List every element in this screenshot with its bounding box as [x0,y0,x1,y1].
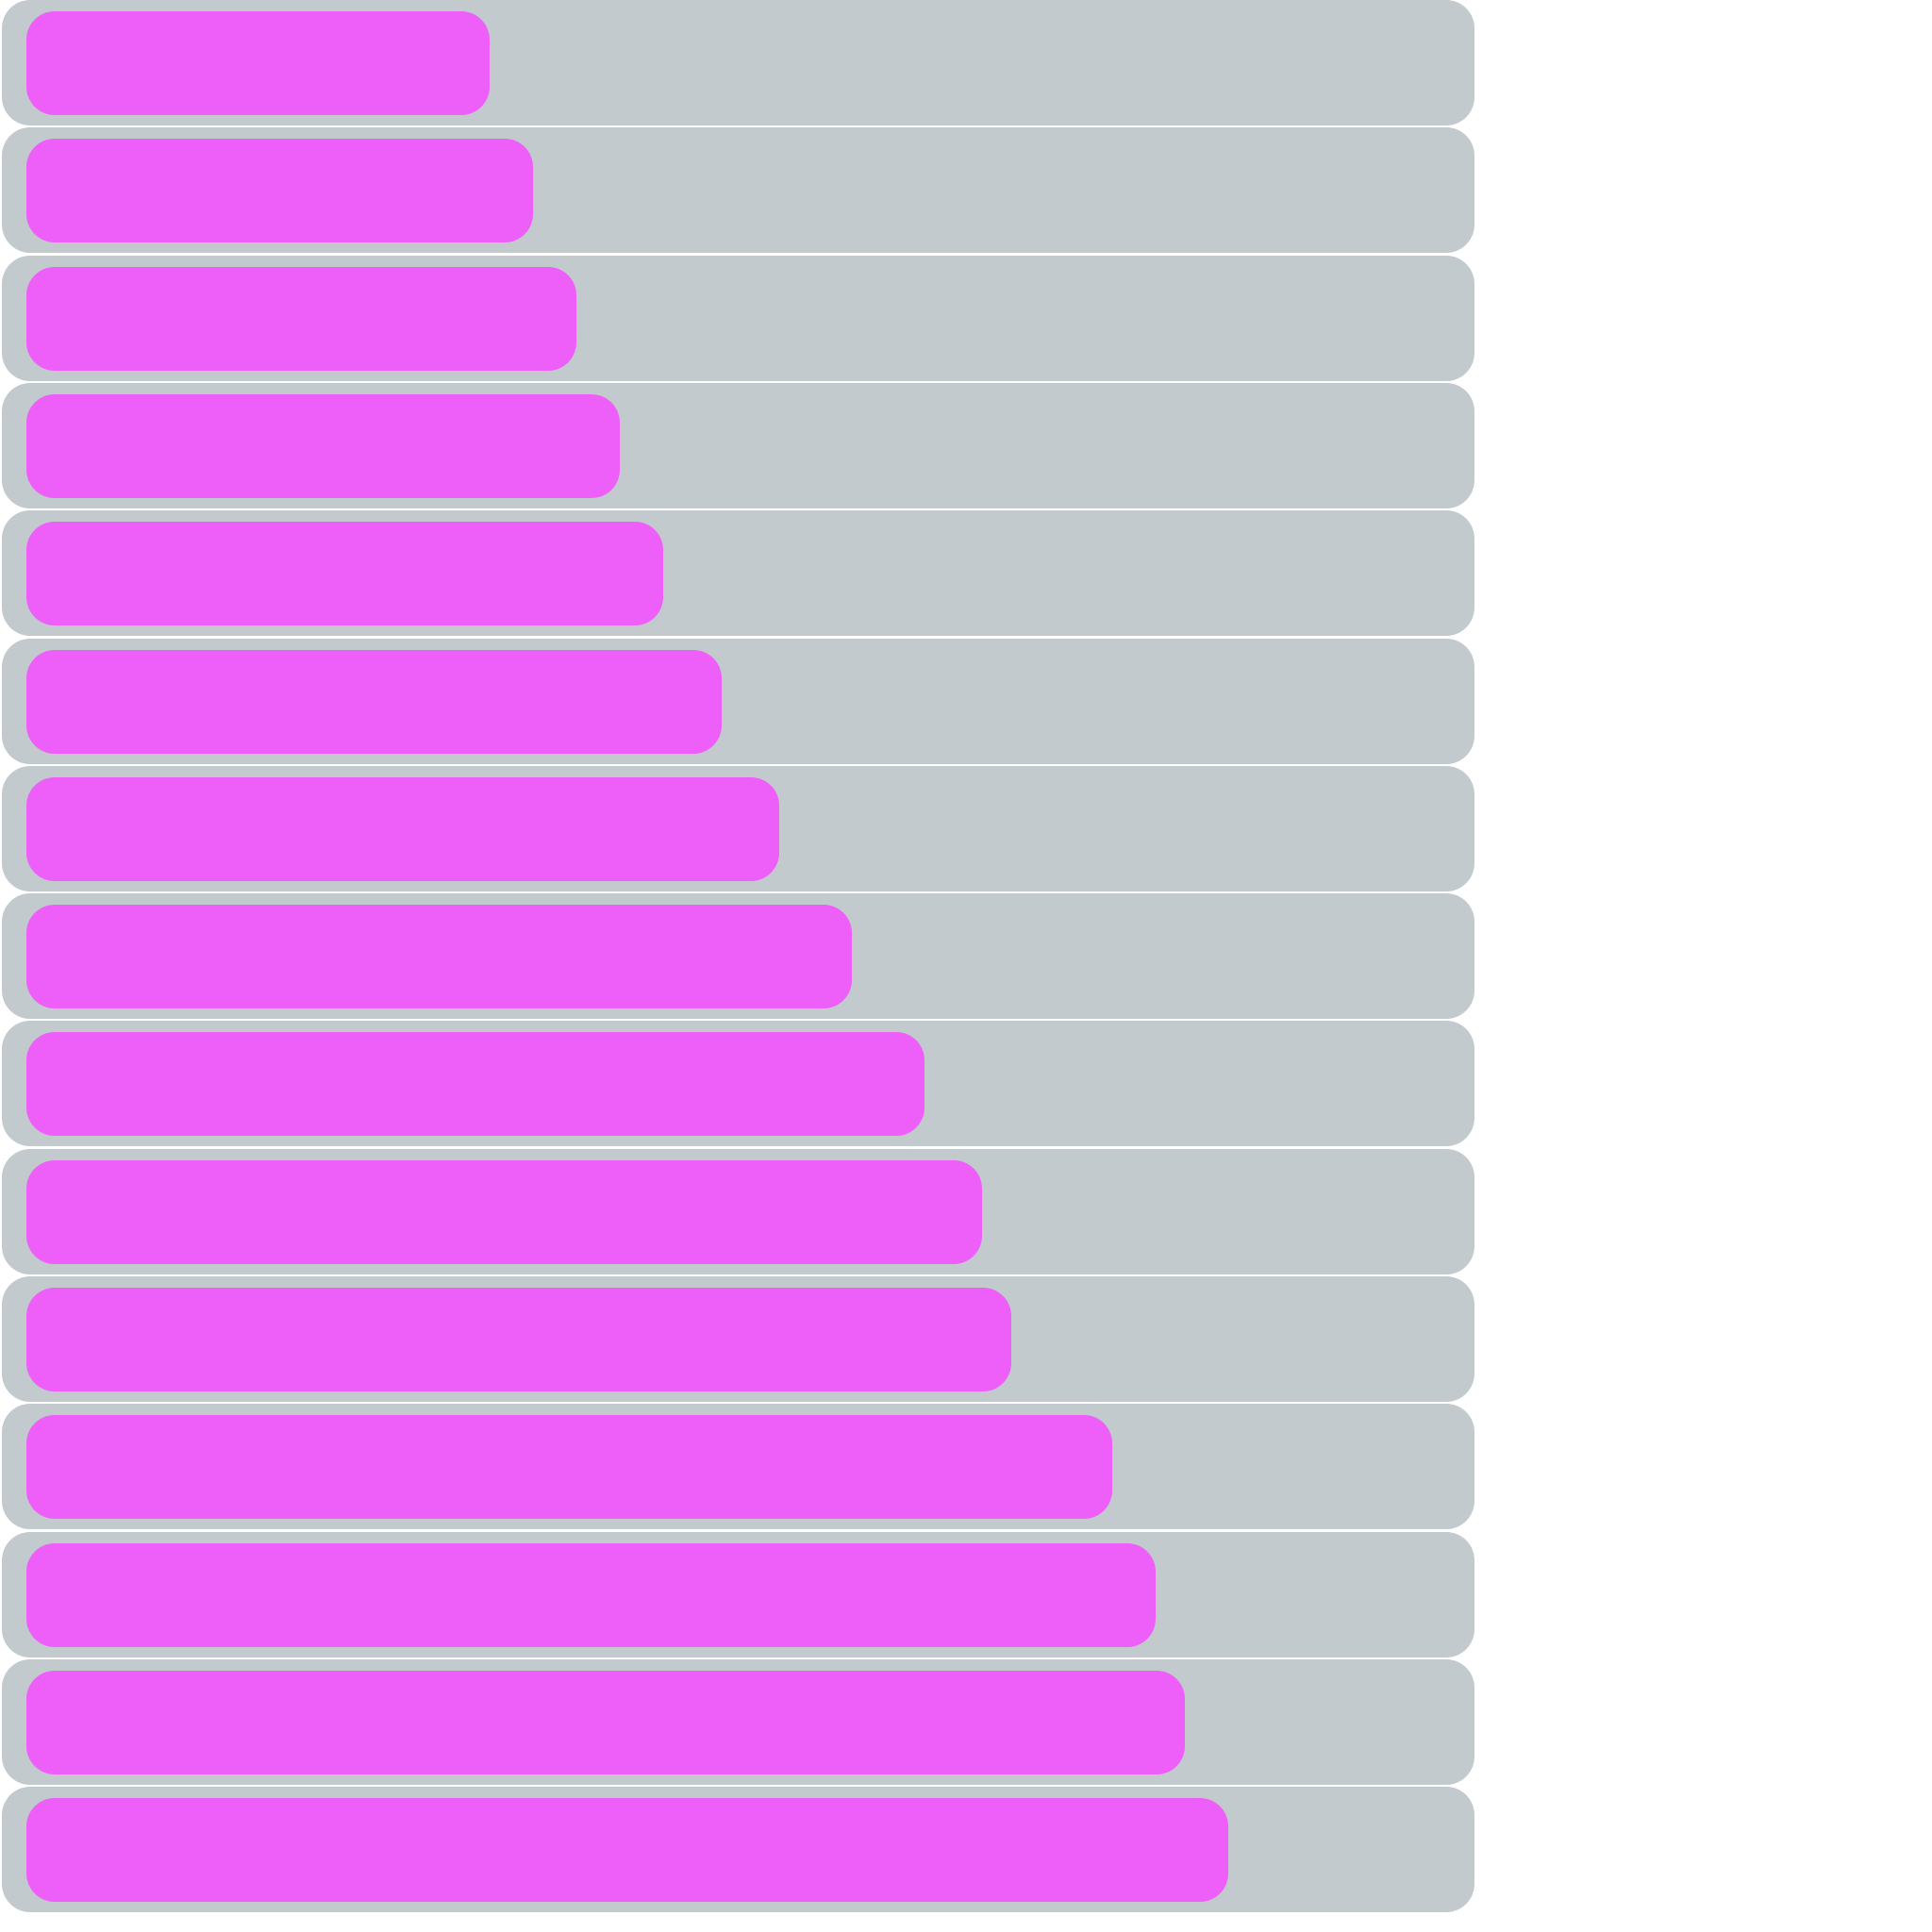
progress-bar-track [2,639,1474,764]
progress-bar-track [2,1276,1474,1402]
progress-bar-fill [26,1160,982,1264]
progress-bar-track [2,1787,1474,1912]
progress-bar-list [2,0,1474,1932]
progress-bar-fill [26,1671,1185,1774]
progress-bar-fill [26,1288,1011,1391]
progress-bar-track [2,1021,1474,1146]
progress-bar-track [2,1659,1474,1785]
progress-bar-fill [26,394,620,498]
progress-bar-track [2,1149,1474,1274]
progress-bar-fill [26,650,722,754]
progress-bar-fill [26,1032,924,1136]
progress-bar-track [2,0,1474,125]
progress-bar-fill [26,522,663,625]
progress-bar-fill [26,1415,1112,1519]
progress-bar-track [2,256,1474,381]
progress-bar-fill [26,1798,1228,1902]
progress-bar-track [2,510,1474,636]
progress-bar-fill [26,267,576,371]
progress-bar-fill [26,139,533,242]
progress-bar-track [2,1532,1474,1657]
progress-bar-fill [26,11,490,115]
progress-bar-fill [26,777,779,881]
progress-bar-track [2,766,1474,891]
progress-bar-fill [26,905,852,1008]
progress-bar-track [2,127,1474,253]
progress-bar-track [2,1404,1474,1529]
progress-bar-fill [26,1543,1156,1647]
progress-bar-track [2,893,1474,1019]
progress-bar-track [2,383,1474,508]
